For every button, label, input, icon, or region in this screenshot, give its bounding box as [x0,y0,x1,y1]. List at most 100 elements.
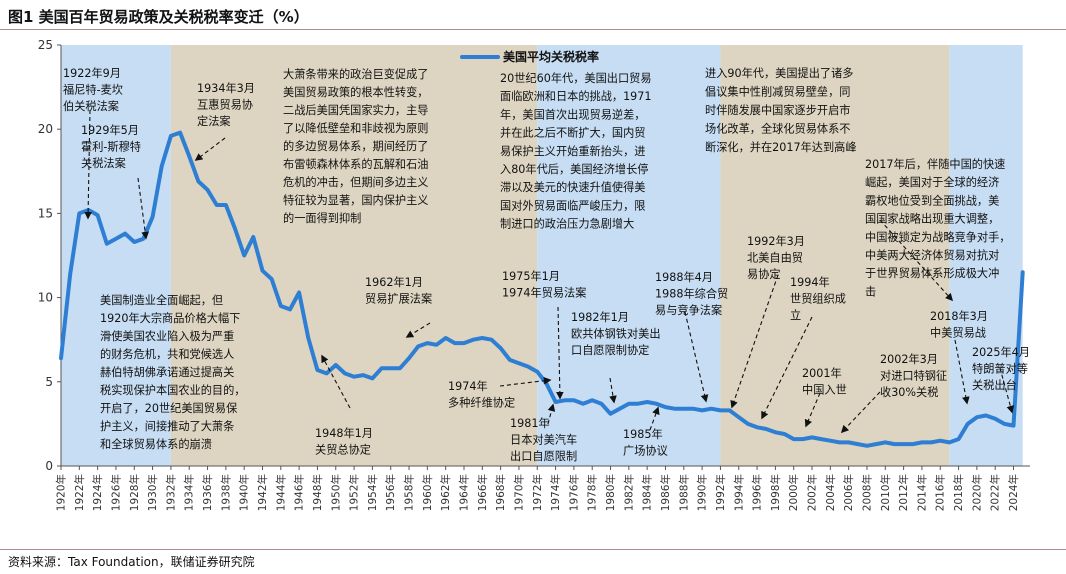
annotation-line: 崛起，美国对于全球的经济 [865,175,999,189]
annotation-line: 世贸组织成 [790,292,846,306]
x-tick-label: 1952年 [348,474,361,511]
annotation-line: 易协定 [747,267,781,281]
y-tick-label: 25 [38,38,53,52]
annotation-a1975: 1975年1月 1974年贸易法案 [502,269,586,300]
figure-title: 图1 美国百年贸易政策及关税税率变迁（%） [8,8,309,26]
annotation-line: 1988年综合贸 [655,287,728,301]
annotation-line: 关贸总协定 [315,443,371,457]
x-tick-label: 1970年 [512,474,525,511]
x-tick-label: 1978年 [586,474,599,511]
annotation-line: 倡议集中性削减贸易壁垒，同 [705,85,850,99]
x-tick-label: 1972年 [531,474,544,511]
x-tick-label: 1980年 [604,474,617,511]
series-layer [59,130,1025,448]
annotation-a1934: 1934年3月互惠贸易协定法案 [197,81,255,128]
annotation-line: 中美贸易战 [930,327,986,340]
annotation-arrow [499,376,552,387]
bottom-rule [0,549,1066,550]
annotation-line: 危机的冲击，但期间多边主义 [283,175,428,189]
annotation-line: 易保护主义开始重新抬头，进 [500,144,645,158]
annotation-line: 广场协议 [623,444,668,458]
annotation-line: 1920年大宗商品价格大幅下 [100,311,240,325]
annotation-line: 特征较为显著，国内保护主义 [283,193,428,207]
annotation-line: 大萧条带来的政治巨变促成了 [283,67,428,81]
annotation-arrow [405,322,431,338]
x-tick-label: 2002年 [806,474,819,511]
annotation-line: 口自愿限制协定 [571,343,649,357]
annotation-line: 伯关税法案 [63,99,119,113]
x-tick-label: 1956年 [384,474,397,511]
x-tick-label: 2012年 [897,474,910,511]
x-tick-label: 1966年 [476,474,489,511]
annotation-line: 易与竞争法案 [655,303,722,317]
annotation-line: 年，美国首次出现贸易逆差， [500,107,645,121]
annotation-arrow [761,316,813,420]
x-tick-label: 2004年 [824,474,837,511]
annotation-line: 的一面得到抑制 [283,211,361,225]
annotation-line: 了以降低壁垒和非歧视为原则 [283,121,428,135]
period-band-4 [949,45,1023,466]
annotation-a1985: 1985年广场协议 [623,427,668,458]
annotation-line: 于世界贸易体系形成极大冲 [865,266,999,280]
annotation-a1948: 1948年1月关贸总协定 [315,426,373,457]
series-line-avg-tariff [59,130,1025,448]
annotation-line: 2025年4月 [972,345,1030,359]
annotation-arrow [999,367,1015,414]
annotation-line: 立 [790,308,801,322]
annotation-a1962: 1962年1月贸易扩展法案 [365,275,432,306]
x-tick-label: 1998年 [769,474,782,511]
annotation-a1974: 1974年多种纤维协定 [448,379,515,410]
annotation-a2025: 2025年4月特朗普对等关税出台 [972,345,1030,392]
annotation-line: 出口自愿限制 [510,449,577,463]
annotation-line: 1929年5月 [81,123,139,137]
y-tick-label: 10 [38,291,53,305]
x-tick-label: 1922年 [73,474,86,511]
annotation-line: 护主义，间接推动了大萧条 [100,419,234,433]
annotation-line: 互惠贸易协 [197,98,253,112]
x-tick-label: 2008年 [860,474,873,511]
x-tick-label: 1974年 [549,474,562,511]
annotation-line: 中美两大经济体贸易对抗对 [865,248,999,262]
x-tick-label: 1976年 [567,474,580,511]
period-bands [61,45,1023,466]
annotation-arrow [194,137,226,161]
annotation-line: 二战后美国凭国家实力，主导 [283,103,428,117]
annotation-line: 2018年3月 [930,309,988,323]
annotation-line: 1981年 [510,416,550,430]
y-tick-label: 20 [38,122,53,136]
x-tick-label: 2016年 [934,474,947,511]
period-band-1 [170,45,538,466]
annotation-arrow [649,406,660,431]
annotation-a1981: 1981年日本对美汽车出口自愿限制 [510,416,577,463]
x-tick-label: 1948年 [311,474,324,511]
annotation-line: 霸权地位受到全面挑战，美 [865,193,999,207]
annotation-line: 1974年贸易法案 [502,286,586,300]
x-tick-label: 1986年 [659,474,672,511]
x-tick-label: 1944年 [274,474,287,511]
x-tick-label: 1992年 [714,474,727,511]
annotation-line: 日本对美汽车 [510,433,577,447]
x-tick-label: 1946年 [293,474,306,511]
annotation-line: 霍利-斯穆特 [81,140,141,154]
x-tick-label: 1960年 [421,474,434,511]
annotation-a1920s: 美国制造业全面崛起，但 1920年大宗商品价格大幅下滑使美国农业陷入极为严重的财务… [100,293,245,451]
figure-source: 资料来源：Tax Foundation，联储证券研究院 [8,555,255,569]
annotations: 1922年9月福尼特-麦坎伯关税法案 1929年5月霍利-斯穆特关税法案 1934年… [63,66,1030,463]
annotation-a1960s: 20世纪60年代，美国出口贸易面临欧洲和日本的挑战，1971 年，美国首次出现贸易… [500,71,652,231]
x-tick-label: 2018年 [952,474,965,511]
annotation-a1922: 1922年9月福尼特-麦坎伯关税法案 [63,66,123,113]
y-tick-label: 0 [45,459,53,473]
x-tick-label: 2022年 [989,474,1002,511]
annotation-arrow [840,391,881,434]
annotation-line: 对进口特钢征 [880,369,947,383]
x-tick-label: 1962年 [439,474,452,511]
x-tick-label: 1968年 [494,474,507,511]
annotation-line: 和全球贸易体系的崩溃 [100,437,212,451]
x-tick-label: 2014年 [915,474,928,511]
annotation-a1994: 1994年世贸组织成立 [790,275,846,322]
top-rule [0,29,1066,30]
annotation-line: 滑使美国农业陷入极为严重 [100,329,234,343]
x-tick-label: 1942年 [256,474,269,511]
annotation-line: 场化改革，全球化贸易体系不 [705,122,850,136]
